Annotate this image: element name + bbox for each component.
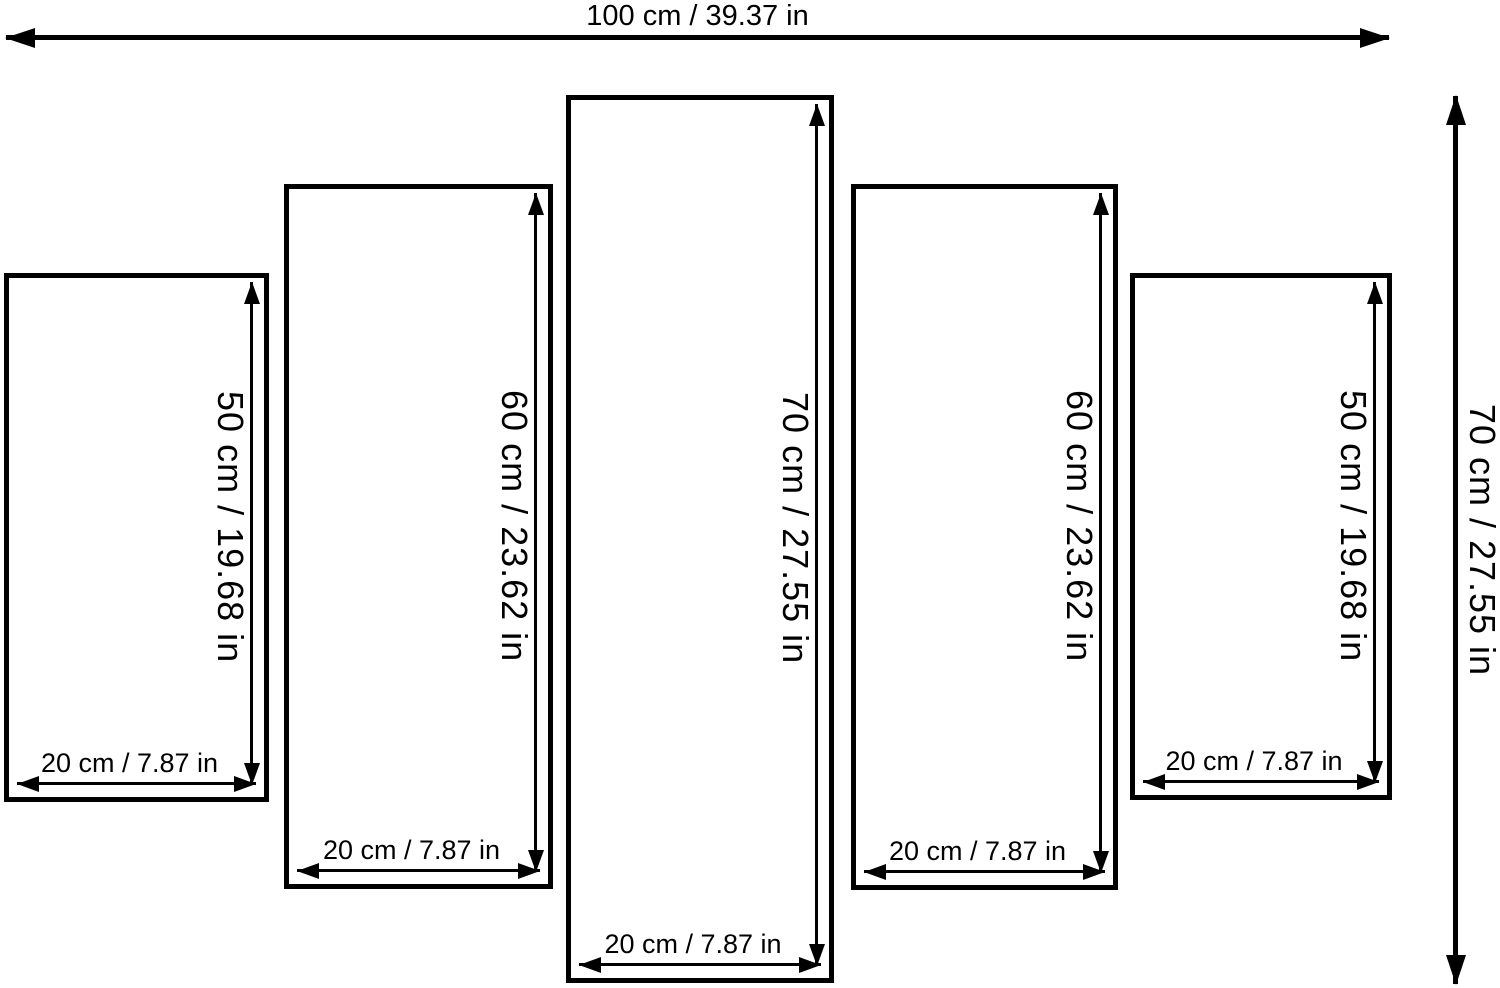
width-dimension-label: 20 cm / 7.87 in [322,835,501,866]
height-dimension-label: 50 cm / 19.68 in [210,390,251,663]
arrow-left-icon [1143,773,1165,790]
width-dimension-arrow [297,862,540,879]
arrow-left-icon [579,956,601,973]
arrow-left-icon [5,27,35,48]
arrow-up-icon [527,193,544,215]
panel-5: 50 cm / 19.68 in 20 cm / 7.87 in [1130,273,1392,800]
panel-1: 50 cm / 19.68 in 20 cm / 7.87 in [4,273,269,802]
arrow-right-icon [234,775,256,792]
width-dimension-arrow [17,775,256,792]
width-dimension-label: 20 cm / 7.87 in [40,748,219,779]
arrow-right-icon [799,956,821,973]
arrow-up-icon [243,282,260,304]
arrow-left-icon [864,863,886,880]
arrow-up-icon [1092,193,1109,215]
arrow-up-icon [808,104,825,126]
height-dimension-label: 70 cm / 27.55 in [775,392,816,665]
width-dimension-label: 20 cm / 7.87 in [1165,746,1343,777]
height-dimension-label: 60 cm / 23.62 in [494,389,535,662]
height-dimension-label: 50 cm / 19.68 in [1333,389,1374,662]
arrow-up-icon [1445,95,1466,125]
width-dimension-arrow [579,956,821,973]
arrow-left-icon [297,862,319,879]
width-dimension-arrow [864,863,1105,880]
panel-4: 60 cm / 23.62 in 20 cm / 7.87 in [851,184,1118,890]
width-dimension-label: 20 cm / 7.87 in [604,929,782,960]
arrow-right-icon [1083,863,1105,880]
overall-width-arrow [5,27,1390,48]
arrow-up-icon [1366,282,1383,304]
height-dimension-label: 60 cm / 23.62 in [1059,390,1100,663]
panel-3: 70 cm / 27.55 in 20 cm / 7.87 in [566,95,834,983]
overall-height-arrow [1445,95,1466,985]
arrow-right-icon [518,862,540,879]
width-dimension-label: 20 cm / 7.87 in [888,836,1067,867]
arrow-down-icon [1445,955,1466,985]
width-dimension-arrow [1143,773,1379,790]
overall-width-label: 100 cm / 39.37 in [586,0,809,32]
overall-height-label: 70 cm / 27.55 in [1462,403,1500,677]
arrow-right-icon [1360,27,1390,48]
arrow-right-icon [1357,773,1379,790]
arrow-left-icon [17,775,39,792]
panel-2: 60 cm / 23.62 in 20 cm / 7.87 in [284,184,553,889]
